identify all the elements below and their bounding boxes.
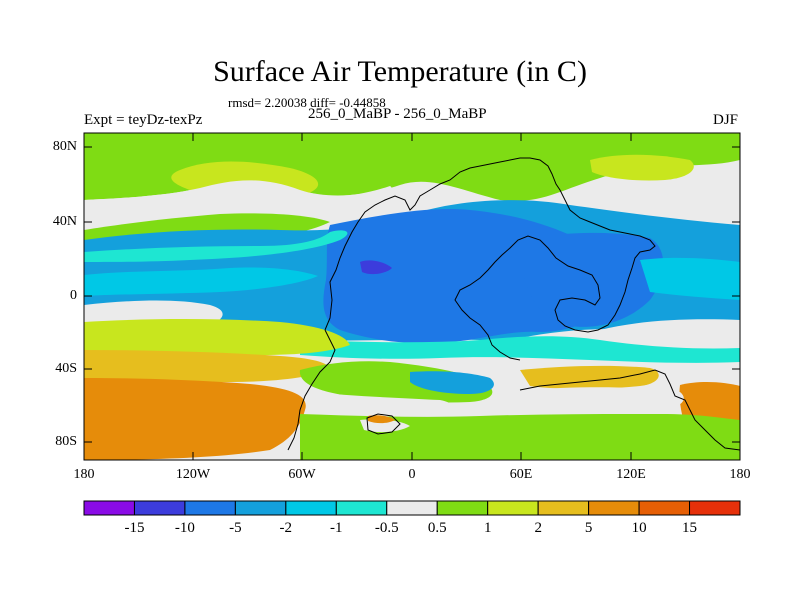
page-title: Surface Air Temperature (in C): [213, 55, 587, 88]
field-orange-south: [84, 378, 306, 460]
contour-field: [84, 133, 740, 460]
experiment-label: Expt = teyDz-texPz: [84, 112, 203, 128]
ytick-label: 80S: [55, 434, 77, 449]
xtick-label: 180: [73, 467, 95, 482]
colorbar-box: [83, 500, 135, 516]
subtitle-label: 256_0_MaBP - 256_0_MaBP: [308, 106, 487, 122]
field-yellow-north-2: [590, 154, 694, 181]
colorbar-label: 0.5: [427, 520, 447, 536]
colorbar-label: -2: [279, 520, 293, 536]
colorbar-box: [638, 500, 691, 516]
field-green-antarctic: [300, 414, 740, 460]
field-gold-south: [84, 350, 330, 382]
colorbar-label: -1: [330, 520, 343, 536]
field-gold-south-east: [520, 365, 659, 389]
field-neutral-antarctic: [360, 419, 410, 433]
xtick-label: 0: [408, 467, 416, 482]
ytick-label: 0: [70, 288, 77, 303]
coastline: [287, 157, 740, 451]
colorbar-box: [537, 500, 590, 516]
colorbar-label: 2: [534, 520, 542, 536]
stats-label: rmsd= 2.20038 diff= -0.44858: [228, 95, 386, 110]
colorbar-box: [234, 500, 287, 516]
field-cyan-south: [410, 371, 494, 394]
ytick-label: 40S: [55, 361, 77, 376]
field-lightcyan-west: [84, 267, 318, 296]
xtick-label: 180: [729, 467, 751, 482]
colorbar-label: 10: [631, 520, 647, 536]
colorbar-label: -10: [174, 520, 195, 536]
colorbar: [83, 500, 741, 516]
field-orange-antarctic-patch: [368, 415, 395, 424]
field-blue-dark-patch: [360, 260, 392, 275]
ytick-label: 80N: [52, 139, 77, 154]
coastline-north: [324, 157, 656, 361]
axis-ticks: [84, 133, 740, 460]
colorbar-label: 15: [682, 520, 697, 536]
colorbar-label: -0.5: [374, 520, 399, 536]
colorbar-box: [335, 500, 388, 516]
field-green-north: [84, 133, 740, 201]
colorbar-label: 1: [483, 520, 492, 536]
colorbar-box: [285, 500, 337, 516]
field-lightcyan-east: [640, 257, 740, 300]
xtick-label: 120E: [616, 467, 646, 482]
ytick-label: 40N: [52, 214, 77, 229]
coastline-south-america: [287, 329, 336, 451]
field-yellow-south: [84, 319, 350, 355]
season-label: DJF: [712, 112, 738, 128]
coastline-antarctica: [519, 369, 740, 451]
field-teal-north-edge: [84, 230, 348, 262]
field-teal-south: [300, 336, 740, 363]
xtick-label: 60E: [509, 467, 533, 482]
colorbar-box: [436, 500, 489, 516]
colorbar-label: 5: [584, 520, 593, 536]
xtick-label: 60W: [288, 467, 316, 482]
coastline-island: [366, 413, 401, 435]
colorbar-box: [588, 500, 640, 516]
colorbar-label: -5: [229, 520, 242, 536]
colorbar-box: [487, 500, 539, 516]
colorbar-box: [184, 500, 236, 516]
colorbar-box: [386, 500, 438, 516]
field-neutral-south-4: [520, 387, 684, 413]
field-neutral-south-3: [310, 392, 453, 415]
colorbar-label: -15: [124, 520, 145, 536]
colorbar-box: [689, 500, 741, 516]
xtick-label: 120W: [175, 467, 211, 482]
colorbar-box: [133, 500, 186, 516]
